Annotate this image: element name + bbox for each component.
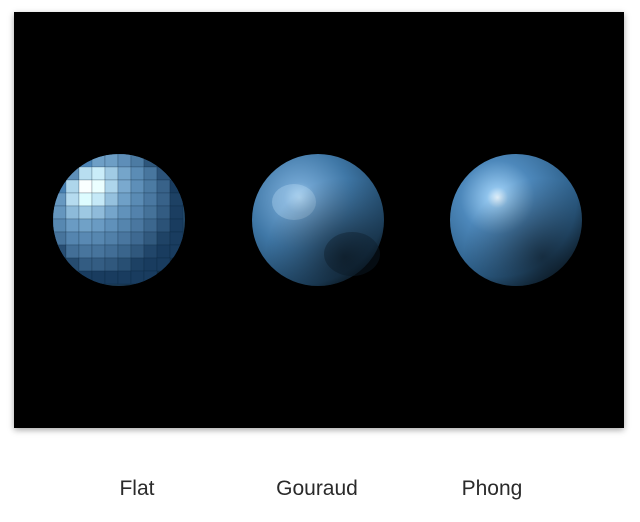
sphere-facet <box>117 244 132 259</box>
sphere-facet <box>78 270 93 285</box>
sphere-facet <box>78 192 93 207</box>
sphere-facet <box>130 270 145 285</box>
sphere-facet <box>130 257 145 272</box>
sphere-facet <box>156 231 171 246</box>
flat-shaded-sphere <box>53 154 185 286</box>
sphere-facet <box>53 205 67 220</box>
sphere-facet <box>156 192 171 207</box>
sphere-facet <box>117 166 132 181</box>
sphere-facet <box>117 257 132 272</box>
sphere-facet <box>143 231 158 246</box>
sphere-facet <box>104 192 119 207</box>
sphere-facet <box>104 270 119 285</box>
sphere-facet <box>65 244 80 259</box>
sphere-facet <box>53 218 67 233</box>
sphere-facet <box>156 179 171 194</box>
sphere-facet <box>143 179 158 194</box>
sphere-facet <box>65 166 80 181</box>
sphere-facet <box>78 231 93 246</box>
render-canvas <box>53 154 582 286</box>
sphere-facet <box>143 154 158 168</box>
sphere-facet <box>156 257 171 272</box>
sphere-facet <box>91 205 106 220</box>
sphere-facet <box>65 218 80 233</box>
sphere-facet <box>53 244 67 259</box>
sphere-facet <box>104 257 119 272</box>
sphere-facet <box>78 244 93 259</box>
sphere-facet <box>91 270 106 285</box>
sphere-facet <box>143 192 158 207</box>
sphere-facet <box>65 257 80 272</box>
sphere-facet <box>104 166 119 181</box>
sphere-facet <box>143 218 158 233</box>
sphere-facet <box>130 192 145 207</box>
sphere-facet <box>78 257 93 272</box>
sphere-facet <box>91 218 106 233</box>
sphere-facet <box>130 231 145 246</box>
sphere-facet <box>91 231 106 246</box>
sphere-facet <box>104 244 119 259</box>
sphere-facet <box>91 257 106 272</box>
sphere-facet <box>65 205 80 220</box>
caption-flat: Flat <box>119 477 155 500</box>
sphere-facet <box>169 205 184 220</box>
sphere-facet <box>143 166 158 181</box>
sphere-facet <box>91 179 106 194</box>
caption-gouraud: Gouraud <box>276 477 358 500</box>
sphere-facet <box>130 205 145 220</box>
sphere-facet <box>130 218 145 233</box>
sphere-facet <box>117 179 132 194</box>
sphere-facet <box>104 179 119 194</box>
sphere-facet <box>91 244 106 259</box>
sphere-facet <box>169 179 184 194</box>
sphere-facet <box>130 244 145 259</box>
sphere-facet <box>143 205 158 220</box>
sphere-facet <box>104 154 119 168</box>
sphere-facet <box>156 205 171 220</box>
sphere-facet <box>130 179 145 194</box>
sphere-facet <box>91 154 106 168</box>
sphere-facet <box>104 231 119 246</box>
sphere-facet <box>65 179 80 194</box>
sphere-facet <box>78 179 93 194</box>
sphere-facet <box>53 231 67 246</box>
sphere-facet <box>156 166 171 181</box>
sphere-facet <box>117 205 132 220</box>
sphere-facet <box>169 192 184 207</box>
sphere-facet <box>130 166 145 181</box>
sphere-facet <box>130 154 145 168</box>
sphere-facet <box>78 205 93 220</box>
sphere-facet <box>169 218 184 233</box>
caption-phong: Phong <box>461 477 523 500</box>
sphere-facet <box>91 166 106 181</box>
gouraud-shaded-sphere <box>252 154 384 286</box>
sphere-facet <box>143 257 158 272</box>
sphere-facet <box>156 218 171 233</box>
render-frame <box>14 12 624 428</box>
sphere-facet <box>53 192 67 207</box>
phong-shaded-sphere <box>450 154 582 286</box>
sphere-facet <box>169 231 184 246</box>
sphere-facet <box>117 231 132 246</box>
sphere-facet <box>91 192 106 207</box>
sphere-facet <box>143 244 158 259</box>
sphere-facet <box>65 231 80 246</box>
sphere-facet <box>65 192 80 207</box>
sphere-facet <box>117 218 132 233</box>
sphere-facet <box>143 270 158 285</box>
sphere-facet <box>78 166 93 181</box>
sphere-facet <box>117 270 132 285</box>
sphere-facet <box>117 192 132 207</box>
sphere-facet <box>156 244 171 259</box>
sphere-facet <box>117 154 132 168</box>
sphere-facet <box>78 218 93 233</box>
sphere-facet <box>104 218 119 233</box>
sphere-facet <box>104 205 119 220</box>
sphere-facet <box>169 244 184 259</box>
